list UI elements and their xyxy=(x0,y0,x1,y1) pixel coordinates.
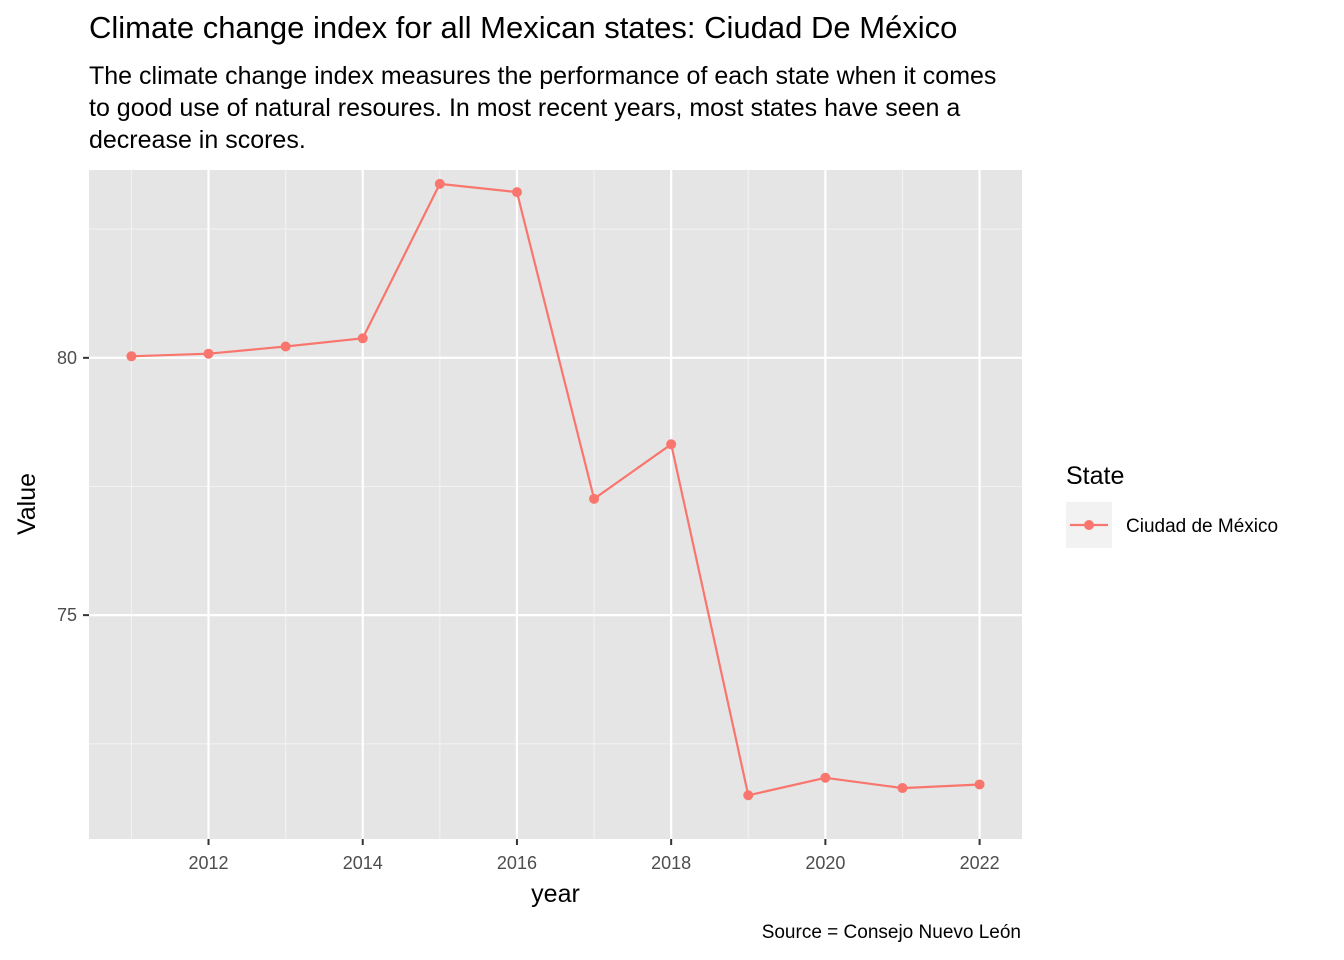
subtitle-line: to good use of natural resoures. In most… xyxy=(89,94,961,122)
data-point xyxy=(974,779,985,790)
data-point xyxy=(589,493,600,504)
minor-gridlines xyxy=(89,170,1022,839)
axis-ticks xyxy=(83,356,981,845)
source-caption: Source = Consejo Nuevo León xyxy=(761,922,1021,943)
legend-label: Ciudad de México xyxy=(1126,516,1278,537)
x-tick-label: 2022 xyxy=(960,853,1000,873)
data-point xyxy=(357,333,368,344)
x-tick-label: 2012 xyxy=(188,853,228,873)
data-point xyxy=(203,348,214,359)
data-point xyxy=(743,790,754,801)
series-line xyxy=(131,182,980,797)
x-tick-label: 2018 xyxy=(651,853,691,873)
x-axis-title: year xyxy=(531,880,580,908)
y-tick-label: 75 xyxy=(57,605,77,625)
y-axis-title: Value xyxy=(13,473,41,535)
data-point xyxy=(280,341,291,352)
chart-title: Climate change index for all Mexican sta… xyxy=(89,10,958,45)
legend-key-marker xyxy=(1084,520,1094,530)
legend: State Ciudad de México xyxy=(1066,462,1278,548)
data-point xyxy=(511,187,522,198)
legend-title: State xyxy=(1066,462,1124,490)
series-layer xyxy=(126,178,985,801)
y-tick-label: 80 xyxy=(57,348,77,368)
subtitle-line: The climate change index measures the pe… xyxy=(89,62,997,90)
chart-subtitle: The climate change index measures the pe… xyxy=(89,60,1179,156)
data-point xyxy=(666,439,677,450)
data-point xyxy=(897,783,908,794)
x-tick-label: 2016 xyxy=(497,853,537,873)
major-gridlines xyxy=(89,170,1022,839)
subtitle-line: decrease in scores. xyxy=(89,126,306,154)
x-tick-label: 2014 xyxy=(343,853,383,873)
plot-panel-bg xyxy=(89,170,1022,839)
data-point xyxy=(126,351,137,362)
axis-tick-labels: 2012 2014 2016 2018 2020 2022 75 80 xyxy=(57,348,1000,873)
data-point xyxy=(820,772,831,783)
data-point xyxy=(434,178,445,189)
x-tick-label: 2020 xyxy=(805,853,845,873)
